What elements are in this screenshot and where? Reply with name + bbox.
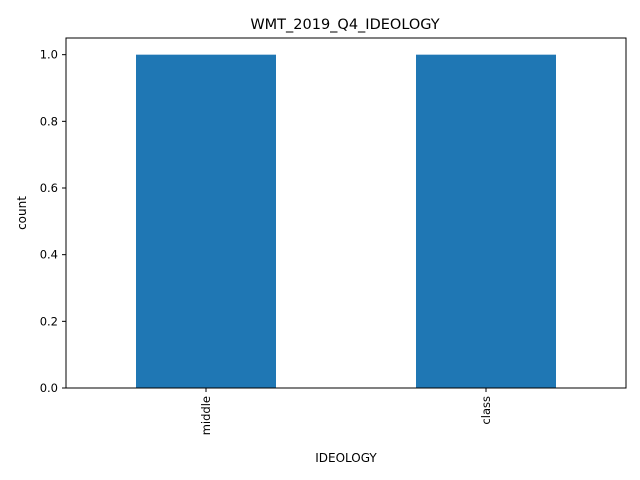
x-axis: middle class	[199, 388, 493, 435]
y-tick-label: 0.8	[40, 114, 58, 128]
x-tick-label-class: class	[479, 396, 493, 425]
bar-class	[416, 54, 556, 389]
y-axis: 0.0 0.2 0.4 0.6 0.8 1.0	[40, 48, 66, 395]
chart-title: WMT_2019_Q4_IDEOLOGY	[250, 17, 439, 33]
y-axis-label: count	[15, 196, 29, 230]
y-tick-label: 1.0	[40, 48, 58, 62]
bars-group	[136, 54, 556, 389]
y-tick-label: 0.4	[40, 248, 58, 262]
y-tick-label: 0.2	[40, 314, 58, 328]
x-axis-label: IDEOLOGY	[315, 451, 377, 465]
plot-frame	[65, 37, 627, 389]
y-tick-label: 0.0	[40, 381, 58, 395]
x-tick-label-middle: middle	[199, 396, 213, 435]
y-tick-label: 0.6	[40, 181, 58, 195]
bar-middle	[136, 54, 276, 389]
